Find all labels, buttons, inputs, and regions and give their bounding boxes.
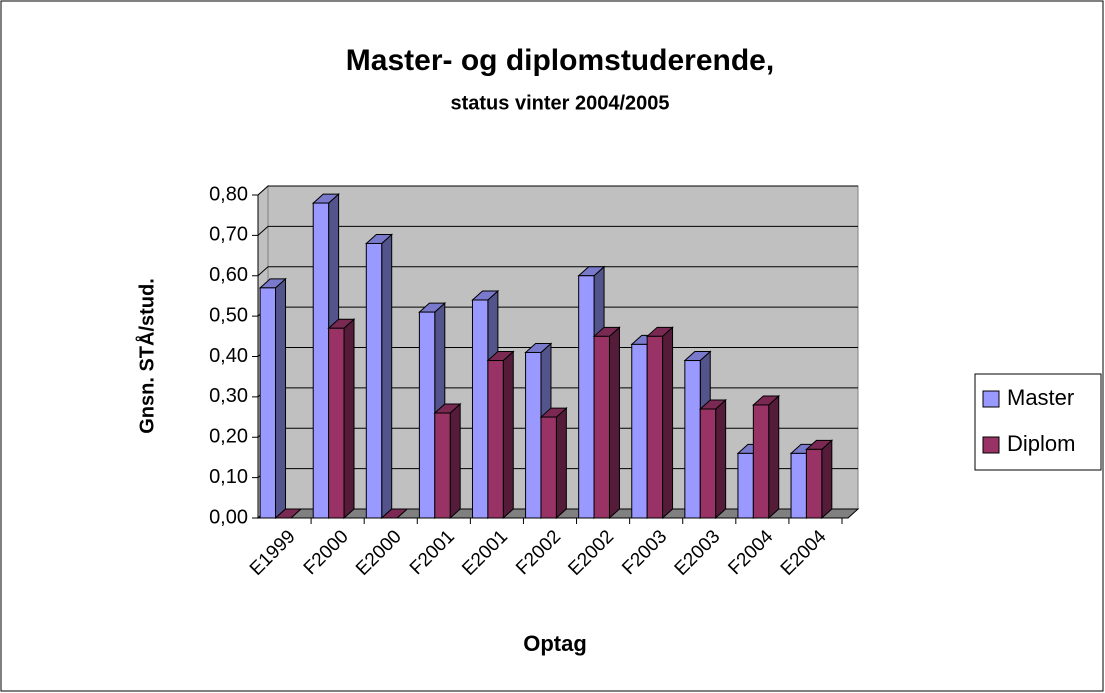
legend-label: Diplom: [1007, 431, 1075, 456]
bar: [433, 402, 462, 520]
grid-line: [257, 266, 858, 277]
bar-front: [312, 202, 330, 519]
legend-box: [974, 373, 1102, 471]
bar: [274, 508, 303, 519]
bar-side: [555, 406, 567, 520]
bar: [258, 277, 287, 520]
bar-front: [365, 242, 383, 519]
y-tick-label: 0,70: [209, 224, 248, 246]
bar-side: [449, 402, 461, 520]
grid-line: [257, 185, 858, 196]
legend-label: Master: [1007, 385, 1074, 410]
bar-front: [699, 408, 717, 519]
bar: [805, 439, 834, 520]
bar-side: [715, 398, 727, 520]
bar-side: [608, 326, 620, 520]
bar-front: [752, 404, 770, 519]
y-tick-label: 0,50: [209, 304, 248, 326]
bar: [365, 233, 394, 520]
y-tick-label: 0,60: [209, 264, 248, 286]
bar-front: [487, 360, 504, 519]
bar: [486, 350, 515, 520]
bar-top: [274, 508, 303, 519]
bar-front: [737, 452, 754, 519]
bar: [327, 318, 356, 520]
bar-side: [502, 350, 514, 520]
chart-title: Master- og diplomstuderende,: [346, 44, 774, 77]
bar-front: [259, 287, 277, 519]
grid-line: [257, 225, 858, 236]
y-tick-label: 0,80: [209, 183, 248, 205]
bar-front: [646, 335, 664, 519]
bar-side: [343, 318, 355, 520]
bar: [752, 394, 781, 520]
bar-front: [684, 360, 701, 519]
bar-side: [662, 326, 674, 520]
bar-top: [380, 508, 409, 519]
bar-front: [540, 416, 557, 519]
bar-front: [525, 351, 542, 519]
bar-front: [790, 452, 807, 519]
bar: [698, 398, 727, 520]
bar-front: [471, 299, 489, 519]
bar: [380, 508, 409, 519]
bar-side: [768, 394, 780, 520]
x-axis-label: Optag: [523, 631, 587, 656]
y-axis-label: Gnsn. STÅ/stud.: [134, 278, 158, 434]
y-tick-label: 0,00: [209, 506, 248, 528]
bar-front: [631, 343, 648, 519]
bar-front: [328, 327, 345, 519]
bar-front: [593, 335, 610, 519]
bar: [645, 326, 674, 520]
bar-front: [434, 412, 451, 519]
legend-swatch: [982, 436, 1000, 454]
chart-subtitle: status vinter 2004/2005: [450, 92, 669, 114]
legend-swatch: [982, 390, 1000, 408]
bar-side: [821, 439, 833, 520]
y-tick-label: 0,30: [209, 385, 248, 407]
bar-front: [578, 275, 595, 519]
bar: [592, 326, 621, 520]
y-tick-label: 0,10: [209, 466, 248, 488]
bar: [539, 406, 568, 520]
y-tick-label: 0,20: [209, 426, 248, 448]
y-tick-label: 0,40: [209, 345, 248, 367]
bar-side: [381, 233, 393, 520]
bar-side: [275, 277, 287, 520]
bar-front: [805, 448, 823, 519]
bar-front: [418, 311, 436, 519]
